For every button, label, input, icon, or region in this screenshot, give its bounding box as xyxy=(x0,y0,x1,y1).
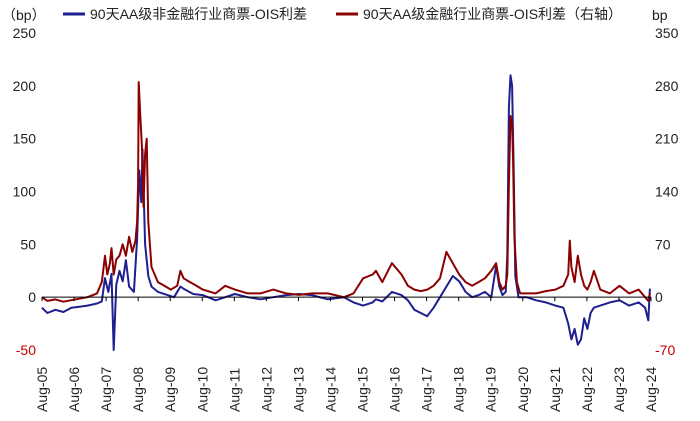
left-tick-label: -50 xyxy=(16,342,36,358)
series-line-1 xyxy=(41,74,651,351)
x-tick-label: Aug-13 xyxy=(290,367,306,412)
legend-label-2: 90天AA级金融行业商票-OIS利差（右轴） xyxy=(363,6,622,22)
left-axis-ticks: -50 0 50 100 150 200 250 xyxy=(13,25,37,358)
x-tick-label: Aug-14 xyxy=(322,367,338,412)
x-tick-label: Aug-07 xyxy=(98,367,114,412)
right-axis-ticks: -70 0 70 140 210 280 350 xyxy=(655,25,679,358)
x-tick-label: Aug-23 xyxy=(611,367,627,412)
left-tick-label: 100 xyxy=(13,184,37,200)
left-tick-label: 0 xyxy=(28,289,36,305)
x-tick-label: Aug-17 xyxy=(419,367,435,412)
legend-label-1: 90天AA级非金融行业商票-OIS利差 xyxy=(90,6,307,22)
x-tick-label: Aug-20 xyxy=(515,367,531,412)
right-tick-label: 350 xyxy=(655,25,679,41)
right-tick-label: 0 xyxy=(655,289,663,305)
x-axis: Aug-05 Aug-06 Aug-07 Aug-08 Aug-09 Aug-10 Aug-… xyxy=(34,296,659,412)
x-tick-label: Aug-10 xyxy=(194,367,210,412)
x-tick-label: Aug-06 xyxy=(66,367,82,412)
right-tick-label: 70 xyxy=(655,236,671,252)
x-tick-label: Aug-15 xyxy=(355,367,371,412)
axis-units: （bp） bp xyxy=(2,7,668,23)
x-tick-label: Aug-08 xyxy=(130,367,146,412)
x-tick-label: Aug-24 xyxy=(643,367,659,412)
x-tick-label: Aug-16 xyxy=(387,367,403,412)
left-tick-label: 200 xyxy=(13,78,37,94)
x-tick-label: Aug-21 xyxy=(547,367,563,412)
x-tick-label: Aug-22 xyxy=(579,367,595,412)
legend: 90天AA级非金融行业商票-OIS利差 90天AA级金融行业商票-OIS利差（右轴… xyxy=(63,6,622,22)
left-tick-label: 50 xyxy=(20,236,36,252)
x-tick-label: Aug-05 xyxy=(34,367,50,412)
right-tick-label: -70 xyxy=(655,342,675,358)
x-tick-label: Aug-19 xyxy=(483,367,499,412)
left-axis-unit: （bp） xyxy=(2,7,46,23)
x-tick-label: Aug-18 xyxy=(451,367,467,412)
series-line-2 xyxy=(41,81,651,303)
left-tick-label: 250 xyxy=(13,25,37,41)
right-tick-label: 280 xyxy=(655,78,679,94)
x-tick-label: Aug-11 xyxy=(226,368,242,412)
right-tick-label: 140 xyxy=(655,184,679,200)
plot-area xyxy=(41,74,651,351)
left-tick-label: 150 xyxy=(13,131,37,147)
right-tick-label: 210 xyxy=(655,131,679,147)
right-axis-unit: bp xyxy=(652,7,668,23)
x-tick-label: Aug-09 xyxy=(162,367,178,412)
x-tick-label: Aug-12 xyxy=(258,367,274,412)
